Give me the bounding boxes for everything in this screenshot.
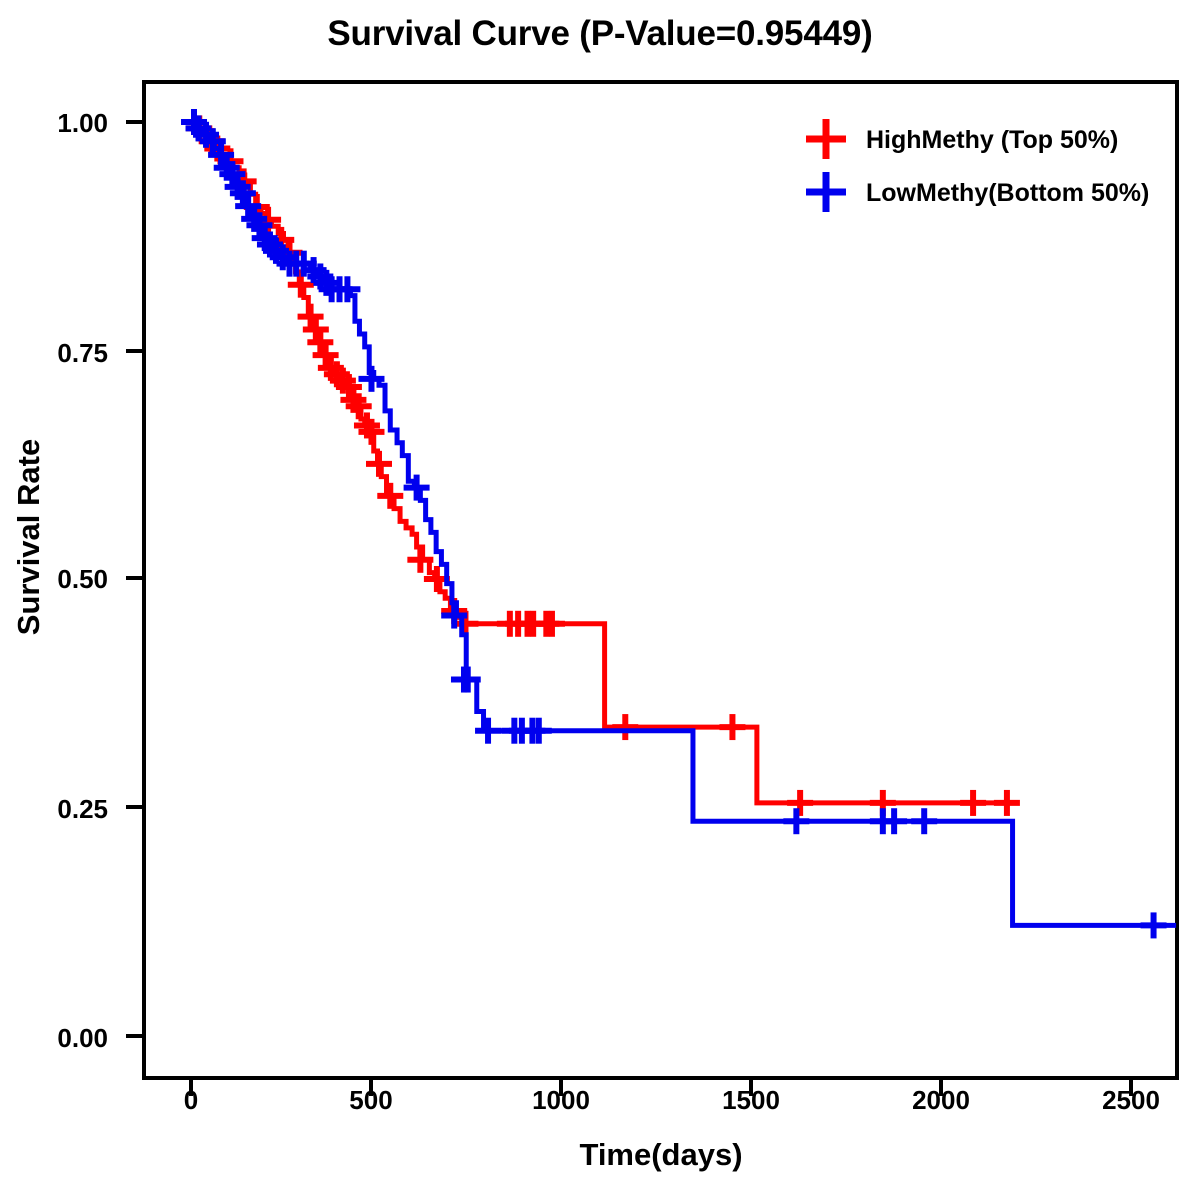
- censor-marker: [334, 276, 361, 303]
- censor-marker: [407, 546, 434, 573]
- censor-marker: [312, 342, 339, 369]
- legend-label-lowmethy: LowMethy(Bottom 50%): [866, 179, 1150, 207]
- censor-marker: [475, 717, 502, 744]
- survival-series-highmethy: [186, 115, 1020, 816]
- censor-marker: [246, 212, 273, 239]
- censor-marker: [441, 602, 468, 629]
- censor-marker: [358, 418, 385, 445]
- y-tick-label-075: 0.75: [57, 338, 108, 368]
- censor-marker: [525, 717, 552, 744]
- censor-marker: [307, 329, 334, 356]
- legend-marker-highmethy: [806, 119, 846, 159]
- survival-series-lowmethy: [181, 109, 1177, 939]
- censor-marker: [358, 365, 385, 392]
- plot-frame: [142, 80, 1179, 1080]
- censor-marker: [787, 789, 814, 816]
- y-axis-ticks: [126, 120, 144, 1038]
- y-tick-label-000: 0.00: [57, 1023, 108, 1053]
- legend: [806, 119, 846, 212]
- censor-marker: [783, 808, 810, 835]
- survival-series-layer: [181, 109, 1177, 939]
- y-tick-label-100: 1.00: [57, 108, 108, 138]
- censor-marker: [719, 714, 746, 741]
- censor-marker: [993, 789, 1020, 816]
- step-line: [191, 119, 1177, 928]
- y-tick-label-025: 0.25: [57, 794, 108, 824]
- page-title: Survival Curve (P-Value=0.95449): [327, 14, 873, 53]
- censor-marker: [1140, 912, 1167, 939]
- legend-marker-lowmethy: [806, 172, 846, 212]
- legend-label-highmethy: HighMethy (Top 50%): [866, 126, 1119, 154]
- x-tick-label-0: 0: [183, 1085, 199, 1115]
- x-axis-ticks: [189, 1078, 1133, 1096]
- censor-marker: [345, 393, 372, 420]
- censor-marker: [366, 450, 392, 477]
- censor-marker: [454, 666, 481, 693]
- censor-marker: [229, 180, 256, 207]
- censor-marker: [302, 316, 329, 343]
- y-tick-label-050: 0.50: [57, 564, 108, 594]
- censor-marker: [199, 128, 226, 155]
- censor-marker: [881, 808, 908, 835]
- censor-marker: [960, 789, 987, 816]
- censor-marker: [612, 714, 639, 741]
- censor-marker: [287, 271, 314, 298]
- censor-marker: [377, 482, 404, 509]
- x-axis-label: Time(days): [579, 1137, 743, 1172]
- censor-marker: [219, 161, 246, 188]
- step-line: [191, 119, 1011, 806]
- censor-marker: [403, 474, 430, 501]
- censor-marker: [208, 141, 235, 168]
- censor-marker: [297, 303, 324, 330]
- censor-marker: [538, 610, 565, 637]
- censor-marker: [911, 808, 938, 835]
- censor-marker: [335, 374, 362, 401]
